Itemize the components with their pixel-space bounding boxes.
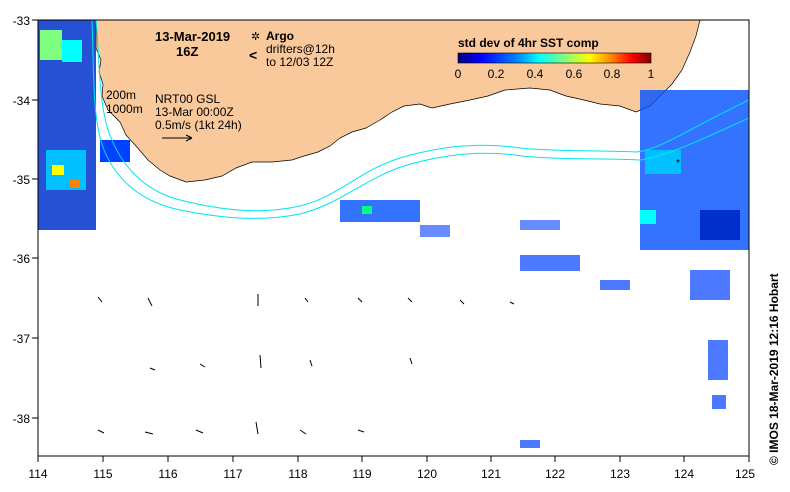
colorbar-tick-label: 0.2 <box>488 67 505 81</box>
plot-frame <box>37 19 750 457</box>
latitude-tick-label: -35 <box>13 173 31 187</box>
longitude-tick-label: 123 <box>610 467 630 481</box>
longitude-tick-label: 125 <box>735 467 755 481</box>
drifters-sublabel: to 12/03 12Z <box>266 55 333 69</box>
bathymetry-contours <box>91 20 749 219</box>
latitude-tick-label: -33 <box>13 14 31 28</box>
drifters-label: drifters@12h <box>266 42 335 56</box>
imos-credit: © IMOS 18-Mar-2019 12:16 Hobart <box>767 273 781 465</box>
colorbar-tick-label: 0.8 <box>604 67 621 81</box>
colorbar: std dev of 4hr SST comp 0 0.2 0.4 0.6 0.… <box>455 36 655 81</box>
longitude-tick-label: 120 <box>417 467 437 481</box>
longitude-tick-label: 115 <box>93 467 112 481</box>
colorbar-title: std dev of 4hr SST comp <box>458 36 599 50</box>
longitude-tick-label: 124 <box>674 467 694 481</box>
longitude-tick-label: 117 <box>223 467 242 481</box>
argo-label: Argo <box>266 29 294 43</box>
scale-vector-label: 0.5m/s (1kt 24h) <box>155 118 242 132</box>
contour-1000-label: 1000m <box>106 102 143 116</box>
map-title-hour: 16Z <box>176 44 198 59</box>
latitude-axis: -33 -34 -35 -36 -37 -38 <box>13 14 38 426</box>
contour-200-label: 200m <box>106 88 136 102</box>
drifters-symbol: < <box>249 47 257 63</box>
colorbar-tick-label: 0.6 <box>566 67 583 81</box>
product-time-label: 13-Mar 00:00Z <box>155 105 234 119</box>
longitude-tick-label: 119 <box>352 467 371 481</box>
scale-vector-arrow <box>162 134 193 142</box>
colorbar-tick-label: 1 <box>648 67 655 81</box>
longitude-tick-label: 114 <box>28 467 47 481</box>
argo-float-marker: * <box>676 158 680 169</box>
argo-symbol: ✲ <box>251 31 260 43</box>
latitude-tick-label: -34 <box>13 94 31 108</box>
longitude-tick-label: 118 <box>288 467 307 481</box>
longitude-tick-label: 121 <box>481 467 501 481</box>
latitude-tick-label: -37 <box>13 332 31 346</box>
longitude-tick-label: 122 <box>545 467 565 481</box>
current-vectors <box>97 294 515 435</box>
longitude-axis: 114 115 116 117 118 119 120 121 122 123 … <box>28 456 755 481</box>
latitude-tick-label: -38 <box>13 412 31 426</box>
product-label: NRT00 GSL <box>155 92 220 106</box>
colorbar-tick-label: 0 <box>455 67 462 81</box>
colorbar-gradient <box>457 52 652 64</box>
colorbar-tick-label: 0.4 <box>527 67 544 81</box>
sst-stddev-patches <box>38 20 749 448</box>
latitude-tick-label: -36 <box>13 252 31 266</box>
map-title-date: 13-Mar-2019 <box>155 29 230 44</box>
longitude-tick-label: 116 <box>158 467 177 481</box>
